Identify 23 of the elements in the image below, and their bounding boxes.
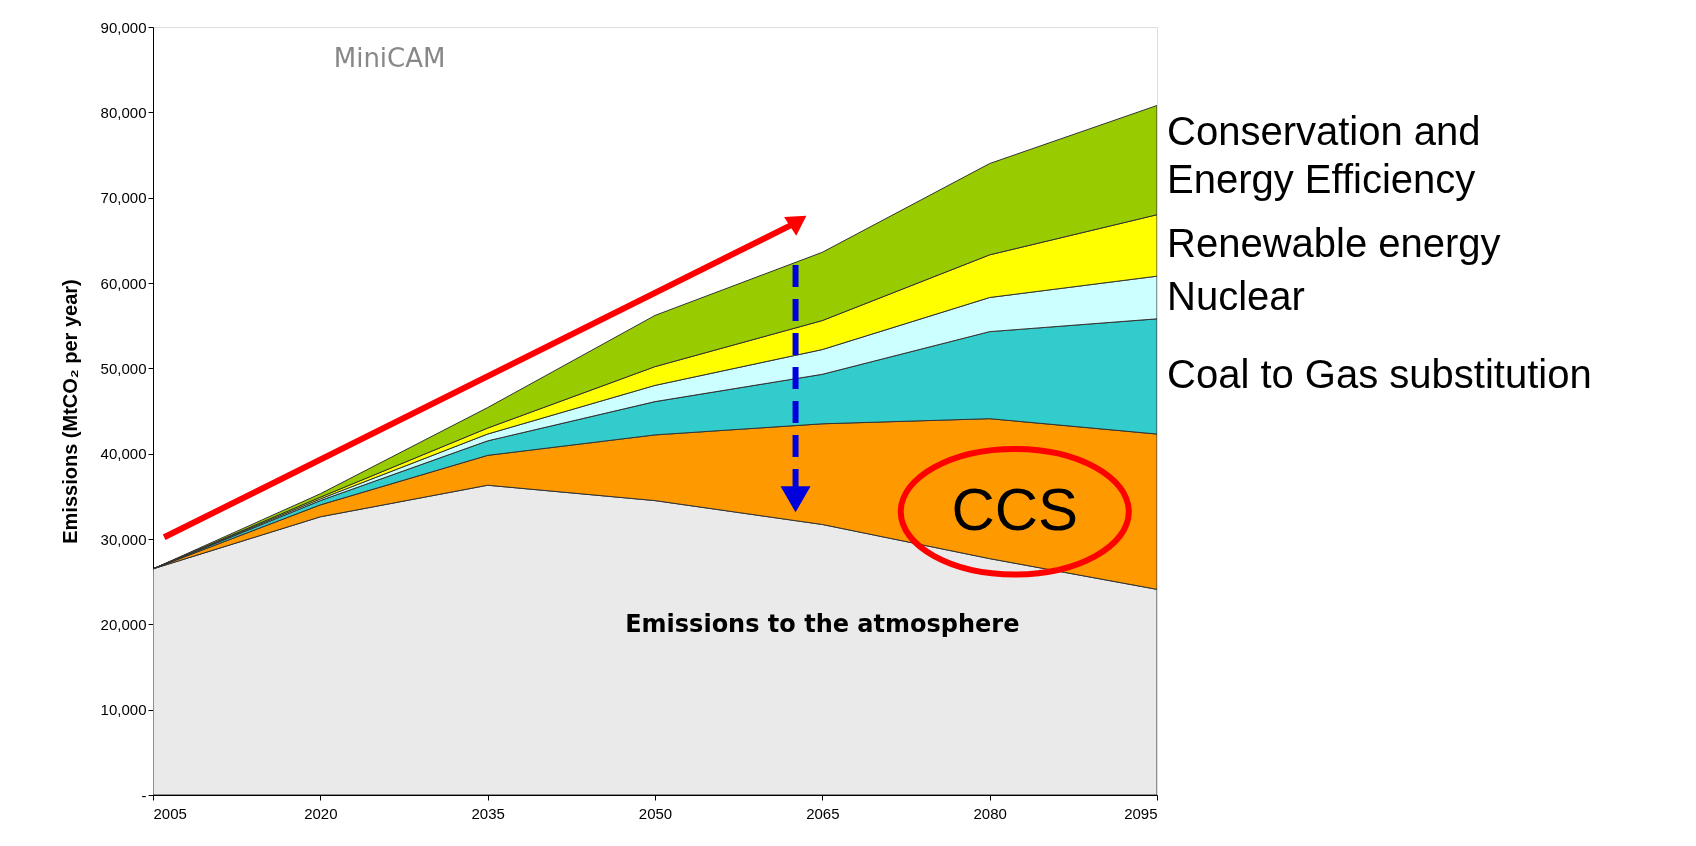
y-tick-label: 40,000 bbox=[100, 445, 147, 463]
x-tick-label: 2005 bbox=[153, 804, 187, 822]
annotation: MiniCAM bbox=[333, 43, 446, 74]
series-label: Renewable energy bbox=[1167, 221, 1501, 266]
y-axis-title: Emissions (MtCO₂ per year) bbox=[58, 279, 81, 544]
y-tick-label: 30,000 bbox=[100, 530, 147, 548]
y-tick-label: 80,000 bbox=[100, 103, 147, 121]
x-tick-label: 2065 bbox=[806, 804, 840, 822]
y-tick-label: 60,000 bbox=[100, 274, 147, 292]
x-tick-label: 2080 bbox=[973, 804, 1007, 822]
x-tick-label: 2050 bbox=[638, 804, 673, 822]
y-tick-label: 20,000 bbox=[100, 615, 147, 633]
y-tick-label: 50,000 bbox=[100, 359, 147, 377]
series-label: Coal to Gas substitution bbox=[1167, 352, 1592, 397]
x-tick-label: 2035 bbox=[471, 804, 505, 822]
series-label: Conservation and Energy Efficiency bbox=[1167, 108, 1481, 201]
y-tick-label: - bbox=[141, 786, 147, 804]
series-label: Nuclear bbox=[1167, 273, 1305, 318]
y-tick-label: 10,000 bbox=[100, 701, 147, 719]
y-tick-label: 90,000 bbox=[100, 18, 147, 36]
x-tick-label: 2095 bbox=[1124, 804, 1158, 822]
x-tick-label: 2020 bbox=[304, 804, 338, 822]
y-tick-label: 70,000 bbox=[100, 189, 147, 207]
